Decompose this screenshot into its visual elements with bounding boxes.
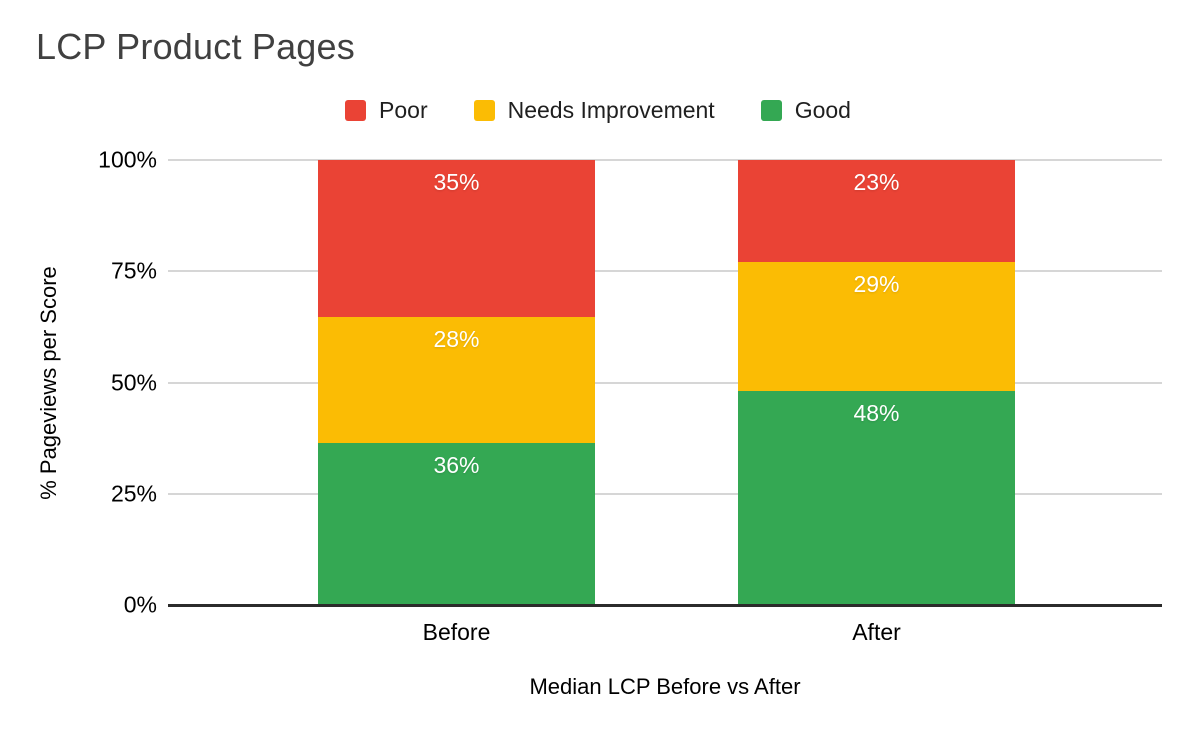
data-label-needs-improvement-before: 28% — [433, 326, 480, 353]
data-label-poor-before: 35% — [433, 169, 480, 195]
bar-before: 35% 28% 36% — [318, 160, 595, 605]
plot-area: 0% 25% 50% 75% 100% 35% 28% 36% Before 23% 29% 48% A… — [98, 147, 1162, 645]
legend-label-poor: Poor — [379, 97, 428, 123]
category-label-before: Before — [422, 619, 491, 645]
bar-segment-needs-improvement-before: 28% — [318, 317, 595, 444]
y-tick-label-25: 25% — [110, 480, 157, 507]
bar-after: 23% 29% 48% — [738, 160, 1015, 605]
data-label-good-before: 36% — [433, 452, 480, 479]
y-axis-title: % Pageviews per Score — [36, 266, 61, 500]
gridline-25 — [168, 492, 1162, 495]
bar-segment-poor-after: 23% — [738, 160, 1015, 263]
bar-segment-needs-improvement-after: 29% — [738, 262, 1015, 392]
x-axis-title: Median LCP Before vs After — [529, 674, 801, 699]
legend: Poor Needs Improvement Good — [0, 97, 1196, 124]
data-label-good-after: 48% — [853, 400, 900, 427]
y-tick-label-75: 75% — [110, 257, 157, 284]
legend-swatch-needs-improvement — [473, 100, 495, 121]
gridline-100 — [168, 159, 1162, 161]
legend-item-needs-improvement: Needs Improvement — [473, 97, 715, 124]
legend-swatch-poor — [345, 100, 367, 121]
y-tick-label-100: 100% — [98, 146, 157, 173]
legend-item-good: Good — [760, 97, 851, 124]
category-label-after: After — [852, 619, 901, 645]
bar-segment-good-before: 36% — [318, 443, 595, 605]
legend-swatch-good — [760, 100, 782, 121]
data-label-needs-improvement-after: 29% — [853, 271, 900, 298]
x-axis-baseline — [168, 604, 1162, 607]
legend-label-good: Good — [794, 97, 851, 123]
chart-title: LCP Product Pages — [36, 26, 355, 67]
gridline-50 — [168, 381, 1162, 384]
bar-segment-good-after: 48% — [738, 391, 1015, 605]
legend-label-needs-improvement: Needs Improvement — [507, 97, 715, 123]
y-tick-label-0: 0% — [123, 591, 157, 618]
legend-item-poor: Poor — [345, 97, 428, 124]
bar-segment-poor-before: 35% — [318, 160, 595, 318]
gridline-75 — [168, 270, 1162, 273]
data-label-poor-after: 23% — [853, 169, 900, 195]
y-tick-label-50: 50% — [110, 369, 157, 395]
